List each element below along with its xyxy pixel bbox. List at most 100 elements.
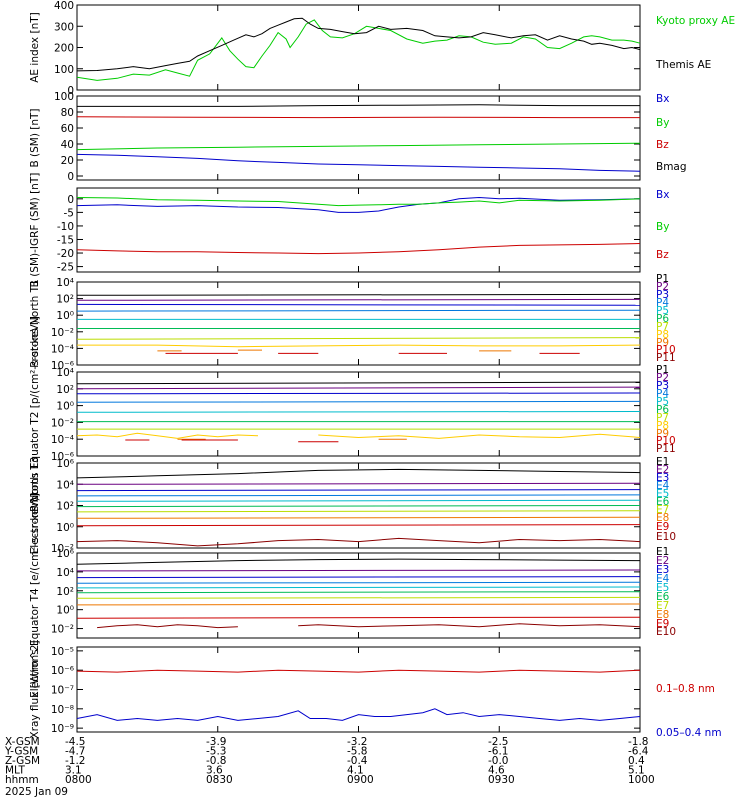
legend-label: P1 — [656, 273, 669, 285]
y-tick-label: 0 — [67, 194, 74, 206]
legend-label: P2 — [656, 281, 669, 293]
y-tick-label: -20 — [57, 248, 74, 260]
y-tick-label: 10² — [56, 384, 74, 396]
series-line-e6 — [76, 505, 641, 508]
legend-label: E9 — [656, 618, 669, 630]
orbit-row-label: Y-GSM — [4, 746, 38, 758]
y-axis-label: B (SM)-IGRF (SM) [nT] — [29, 173, 41, 288]
y-tick-label: 100 — [54, 64, 74, 76]
orbit-row-value: -5.8 — [347, 746, 368, 758]
panel-3: -25-20-15-10-50B (SM)-IGRF (SM) [nT] BxBy… — [29, 173, 669, 288]
legend-label: P5 — [656, 396, 669, 408]
legend-label: P6 — [656, 313, 669, 325]
orbit-row-value: -0.0 — [488, 755, 509, 767]
series-line-e4 — [76, 581, 641, 584]
legend-label: E3 — [656, 564, 669, 576]
series-line-p2 — [76, 298, 641, 301]
y-tick-label: 10⁻² — [51, 327, 74, 339]
series-line-p5 — [76, 411, 641, 413]
series-line-e10 — [97, 623, 641, 629]
legend-label: Bz — [656, 249, 669, 261]
panel-2: 0 20 40 60 80 100 B (SM) [nT] Bx By Bz Bmag — [29, 91, 687, 183]
y-tick-label: 10⁻⁵ — [51, 646, 74, 658]
legend-label: P2 — [656, 372, 669, 384]
orbit-row-value: 0900 — [347, 774, 374, 786]
orbit-row-value: -0.8 — [206, 755, 227, 767]
y-axis-label: Protons Equator T2 [p/(cm²-s-sr-keV)] — [29, 316, 41, 512]
series-line-e2 — [76, 569, 641, 572]
y-tick-label: 10⁴ — [56, 367, 74, 379]
series-line-e5 — [76, 586, 641, 589]
legend-label: E6 — [656, 496, 670, 508]
legend-label: P5 — [656, 305, 669, 317]
legend-label: P7 — [656, 412, 669, 424]
series-line-p4 — [76, 400, 641, 403]
legend-label: By — [656, 221, 669, 233]
legend-label: 0.05–0.4 nm — [656, 727, 722, 739]
legend-label: E9 — [656, 521, 669, 533]
legend-label: P8 — [656, 420, 669, 432]
orbit-row-label: MLT — [5, 765, 25, 777]
series-line-p8 — [77, 344, 641, 348]
orbit-row-value: 0.4 — [628, 755, 645, 767]
y-axis-label: Protons North T1 — [29, 279, 41, 367]
legend-label: P4 — [656, 297, 669, 309]
y-tick-label: 60 — [61, 123, 74, 135]
y-tick-label: 10⁻⁸ — [51, 704, 74, 716]
y-tick-label: 20 — [61, 155, 74, 167]
orbit-row-value: -6.4 — [628, 746, 649, 758]
legend-label: Bx — [656, 189, 669, 201]
series-line-p1 — [76, 381, 641, 385]
series-line-00504nm — [76, 708, 641, 721]
orbit-row-value: 0930 — [488, 774, 515, 786]
y-tick-label: 10⁻⁴ — [51, 343, 74, 355]
y-tick-label: 10⁻⁶ — [51, 360, 74, 372]
legend-label: E7 — [656, 600, 669, 612]
legend-label: Kyoto proxy AE — [656, 15, 735, 27]
orbit-row-value: -4.5 — [65, 736, 86, 748]
y-tick-label: 10⁻² — [51, 543, 74, 555]
legend-label: E4 — [656, 480, 670, 492]
series-line-bx — [76, 153, 641, 172]
series-line-e9 — [76, 524, 641, 527]
y-tick-label: 10⁶ — [56, 458, 74, 470]
y-tick-label: -5 — [64, 207, 74, 219]
legend-label: E8 — [656, 512, 669, 524]
legend-label: E5 — [656, 488, 669, 500]
series-line-p9 — [157, 349, 512, 352]
series-line-e3 — [76, 576, 641, 579]
legend-label: Bz — [656, 139, 669, 151]
y-tick-label: 10⁶ — [56, 548, 74, 560]
series-line-p3 — [76, 303, 641, 306]
legend-label: E8 — [656, 609, 669, 621]
y-tick-label: 40 — [61, 139, 74, 151]
legend-label: E10 — [656, 626, 676, 638]
orbit-row-value: -0.4 — [347, 755, 368, 767]
y-tick-label: 0 — [67, 85, 74, 97]
orbit-row-label: X-GSM — [5, 736, 40, 748]
plot-date: 2025 Jan 09 — [5, 786, 68, 798]
series-line-0108nm — [76, 669, 641, 673]
orbit-row-value: -3.9 — [206, 736, 227, 748]
y-tick-label: -10 — [57, 221, 74, 233]
y-tick-label: 10⁴ — [56, 567, 74, 579]
panel-7: 10⁶ 10⁴ 10² 10⁰ 10⁻² Electrons Equator T4 [e/… — [29, 493, 676, 698]
orbit-row-value: 3.6 — [206, 765, 223, 777]
series-line-themisae — [76, 17, 641, 72]
y-tick-label: 400 — [54, 0, 74, 12]
legend-label: E10 — [656, 531, 676, 543]
y-tick-label: 10⁻² — [51, 417, 74, 429]
orbit-row-value: 5.1 — [628, 765, 645, 777]
orbit-row-value: 0830 — [206, 774, 233, 786]
legend-label: Bmag — [656, 161, 687, 173]
y-axis-label: Electrons North T3 — [29, 457, 41, 555]
series-line-p10 — [125, 439, 339, 443]
legend-label: P11 — [656, 352, 676, 364]
legend-label: E2 — [656, 464, 669, 476]
orbit-row-value: 4.1 — [347, 765, 364, 777]
orbit-row-value: 3.1 — [65, 765, 82, 777]
y-tick-label: 10² — [56, 501, 74, 513]
